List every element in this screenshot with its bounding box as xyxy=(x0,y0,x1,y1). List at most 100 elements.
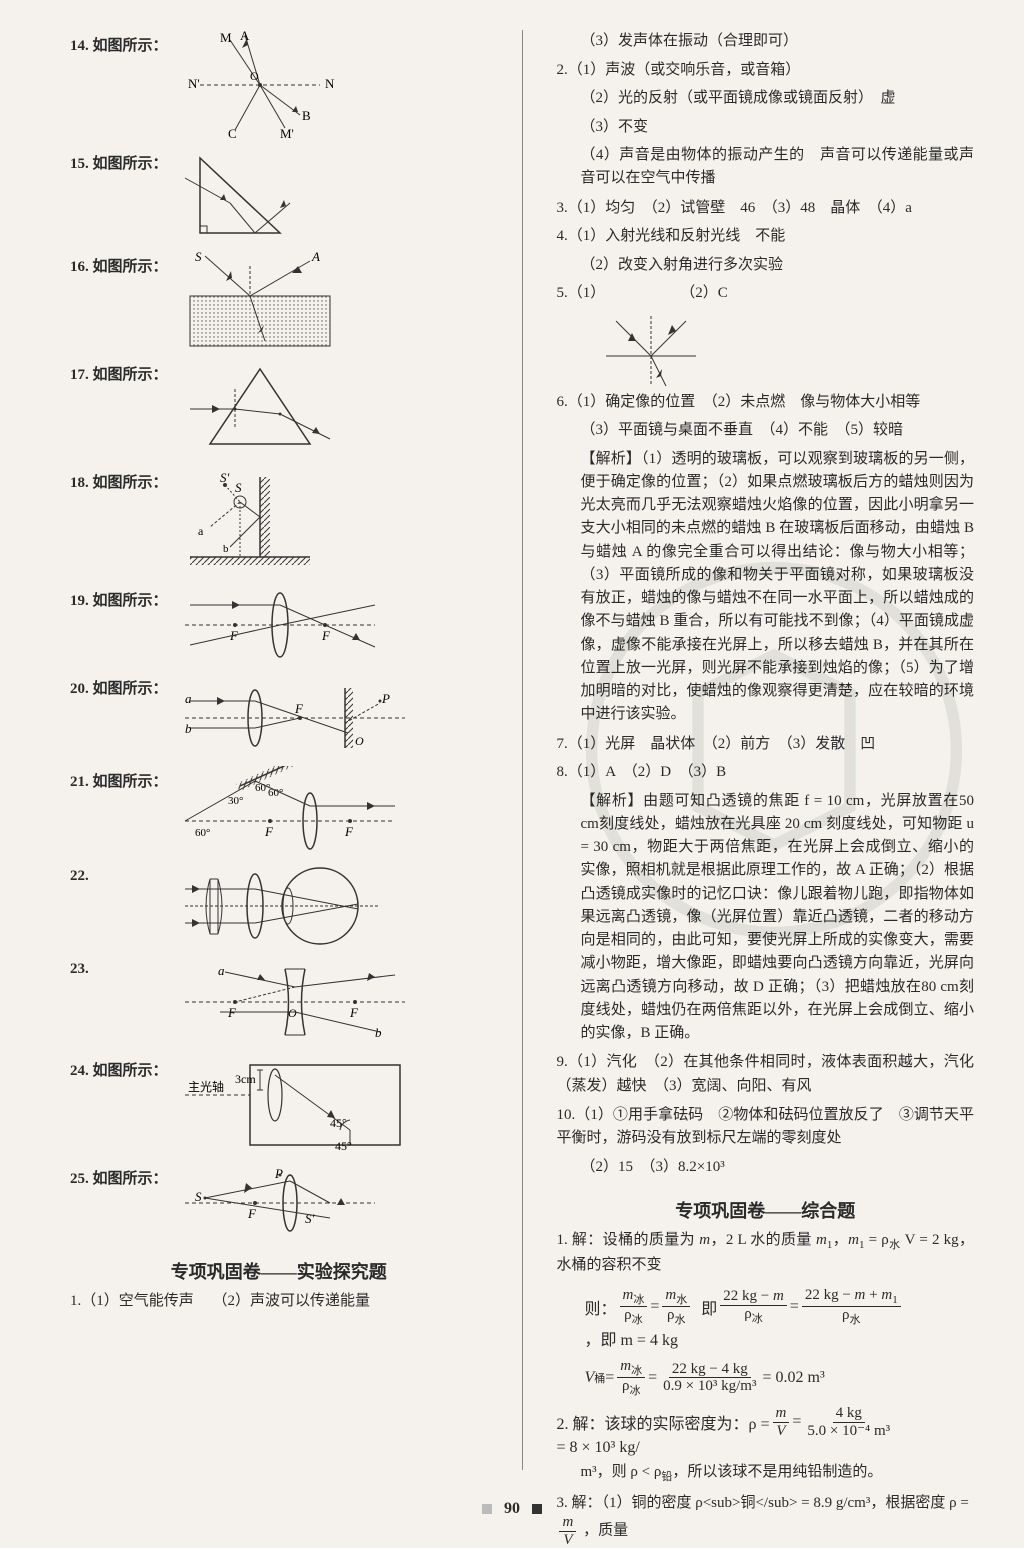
fig-num: 24 xyxy=(70,1063,85,1079)
svg-text:a: a xyxy=(198,524,204,538)
svg-text:S': S' xyxy=(220,470,230,485)
svg-text:N: N xyxy=(325,76,335,91)
svg-text:F: F xyxy=(349,1005,359,1020)
fig-label-text: 如图所示： xyxy=(93,367,168,383)
line: （2）改变入射角进行多次实验 xyxy=(556,254,974,277)
analysis-body: （1）透明的玻璃板，可以观察到玻璃板的另一侧，便于确定像的位置；（2）如果点燃玻… xyxy=(580,451,974,723)
svg-text:b: b xyxy=(185,721,192,736)
fig-num: 17 xyxy=(70,367,85,383)
q7: 7.（1）光屏 晶状体 （2）前方 （3）发散 凹 xyxy=(556,733,974,756)
svg-text:S: S xyxy=(235,480,242,495)
fig-17: 17. 如图所示： xyxy=(70,359,488,459)
svg-text:60°: 60° xyxy=(195,827,210,839)
comp1-v: = 0.02 m³ xyxy=(762,1369,824,1387)
comp2-tail: m³，则 ρ < ρ铅，所以该球不是用纯铅制造的。 xyxy=(556,1461,974,1486)
diagram-triangular-prism xyxy=(180,359,340,459)
fig-24: 24. 如图所示： 主光轴 3cm 45° 45° xyxy=(70,1055,488,1155)
fig-label-text: 如图所示： xyxy=(93,774,168,790)
analysis-label: 【解析】 xyxy=(580,451,641,467)
q10-l1: 10.（1）①用手拿砝码 ②物体和砝码位置放反了 ③调节天平平衡时，游码没有放到… xyxy=(556,1104,974,1151)
svg-text:P: P xyxy=(274,1166,283,1181)
q5-row: 5.（1） （2）C xyxy=(556,282,974,305)
diagram-box-45: 主光轴 3cm 45° 45° xyxy=(180,1055,410,1155)
fig-label-text: 如图所示： xyxy=(93,1171,168,1187)
comp2-head: 2. 解：该球的实际密度为：ρ = xyxy=(556,1410,769,1434)
fig-23: 23. F F O a xyxy=(70,957,488,1047)
line: （3）发声体在振动（合理即可） xyxy=(556,30,974,53)
line: （2）光的反射（或平面镜成像或镜面反射） 虚 xyxy=(556,87,974,110)
fig-20: 20. 如图所示： a b xyxy=(70,673,488,758)
svg-text:S: S xyxy=(195,1189,202,1204)
q8-head: 8.（1）A （2）D （3）B xyxy=(556,761,974,784)
diagram-lens-point-p: a b F P O xyxy=(180,673,410,758)
fig-num: 15 xyxy=(70,156,85,172)
fig-num: 19 xyxy=(70,593,85,609)
diagram-prism-triangle xyxy=(180,148,300,243)
diagram-ray-reflection: N N' A B M M' C O xyxy=(180,30,340,140)
svg-text:O: O xyxy=(250,69,259,83)
comp1-formula1: 则： m冰ρ冰 = m水ρ水 即 22 kg − mρ冰 = 22 kg − m… xyxy=(584,1287,974,1350)
diagram-q5 xyxy=(596,311,706,391)
q6-head: 6.（1）确定像的位置 （2）未点燃 像与物体大小相等 xyxy=(556,391,974,414)
svg-text:a: a xyxy=(218,963,225,978)
analysis-body: 由题可知凸透镜的焦距 f = 10 cm，光屏放置在50 cm刻度线处，蜡烛放在… xyxy=(580,793,974,1042)
fig-22: 22. xyxy=(70,864,488,949)
line: 4.（1）入射光线和反射光线 不能 xyxy=(556,225,974,248)
diagram-angled-mirror-lens: 60° 30° 60° 60° F F xyxy=(180,766,400,856)
fig-num: 25 xyxy=(70,1171,85,1187)
q1-part2: （2）声波可以传递能量 xyxy=(213,1293,371,1309)
svg-text:3cm: 3cm xyxy=(235,1072,256,1086)
svg-text:A: A xyxy=(240,30,250,43)
line: 3.（1）均匀 （2）试管壁 46 （3）48 晶体 （4）a xyxy=(556,197,974,220)
then-text: 则： xyxy=(584,1295,616,1319)
svg-text:45°: 45° xyxy=(335,1139,352,1153)
fig-label-text: 如图所示： xyxy=(93,156,168,172)
diagram-mirror-ss: S a S' b xyxy=(180,467,330,577)
fig-label-text: 如图所示： xyxy=(93,681,168,697)
line: 2.（1）声波（或交响乐音，或音箱） xyxy=(556,59,974,82)
line: （4）声音是由物体的振动产生的 声音可以传递能量或声音可以在空气中传播 xyxy=(556,144,974,191)
right-column: （3）发声体在振动（合理即可） 2.（1）声波（或交响乐音，或音箱） （2）光的… xyxy=(556,30,974,1470)
comp1-head: 1. 解：设桶的质量为 m，2 L 水的质量 m1，m1 = ρ水 V = 2 … xyxy=(556,1229,974,1277)
comp1-formula2: V桶 = m冰ρ冰 = 22 kg − 4 kg0.9 × 10³ kg/m³ … xyxy=(584,1358,974,1397)
page-marker-icon xyxy=(532,1504,542,1514)
fig-14: 14. 如图所示： N N' A B M M' C O xyxy=(70,30,488,140)
svg-text:A: A xyxy=(311,251,320,264)
fig-label-text: 如图所示： xyxy=(93,1063,168,1079)
q6-analysis: 【解析】（1）透明的玻璃板，可以观察到玻璃板的另一侧，便于确定像的位置；（2）如… xyxy=(556,448,974,727)
q10-l2: （2）15 （3）8.2×10³ xyxy=(556,1156,974,1179)
page-marker-icon xyxy=(482,1504,492,1514)
svg-text:B: B xyxy=(302,108,311,123)
fig-num: 21 xyxy=(70,774,85,790)
comp2-formula: 2. 解：该球的实际密度为：ρ = mV = 4 kg5.0 × 10⁻⁴ m³… xyxy=(556,1405,974,1457)
q1-part1: 1.（1）空气能传声 xyxy=(70,1293,194,1309)
svg-text:F: F xyxy=(344,824,354,839)
svg-text:F: F xyxy=(264,824,274,839)
diagram-eye-lens xyxy=(180,864,400,949)
comp1-result: ，即 m = 4 kg xyxy=(584,1326,677,1350)
svg-text:F: F xyxy=(294,701,304,716)
svg-text:O: O xyxy=(288,1006,297,1020)
fig-label-text: 如图所示： xyxy=(93,593,168,609)
svg-text:b: b xyxy=(375,1025,382,1040)
svg-text:b: b xyxy=(223,543,229,555)
diagram-lens-pfs: S F P S' xyxy=(180,1163,380,1238)
fig-label-text: 如图所示： xyxy=(93,38,168,54)
comp3-tail: ，质量 xyxy=(583,1523,628,1539)
q5-text: 5.（1） （2）C xyxy=(556,285,727,301)
left-column: 14. 如图所示： N N' A B M M' C O xyxy=(70,30,488,1470)
fig-15: 15. 如图所示： xyxy=(70,148,488,243)
svg-text:a: a xyxy=(185,691,192,706)
fig-25: 25. 如图所示： S F P S' xyxy=(70,1163,488,1238)
q8-analysis: 【解析】由题可知凸透镜的焦距 f = 10 cm，光屏放置在50 cm刻度线处，… xyxy=(556,790,974,1046)
fig-label-text: 如图所示： xyxy=(93,475,168,491)
svg-text:M: M xyxy=(220,30,232,45)
page-number-text: 90 xyxy=(504,1500,520,1517)
svg-text:S: S xyxy=(195,251,202,264)
svg-text:F: F xyxy=(247,1206,257,1221)
svg-text:F: F xyxy=(321,628,331,643)
fig-19: 19. 如图所示： F F xyxy=(70,585,488,665)
svg-text:N': N' xyxy=(188,76,200,91)
svg-text:S': S' xyxy=(305,1211,315,1226)
fig-21: 21. 如图所示： 60° 30° 60° 60° xyxy=(70,766,488,856)
